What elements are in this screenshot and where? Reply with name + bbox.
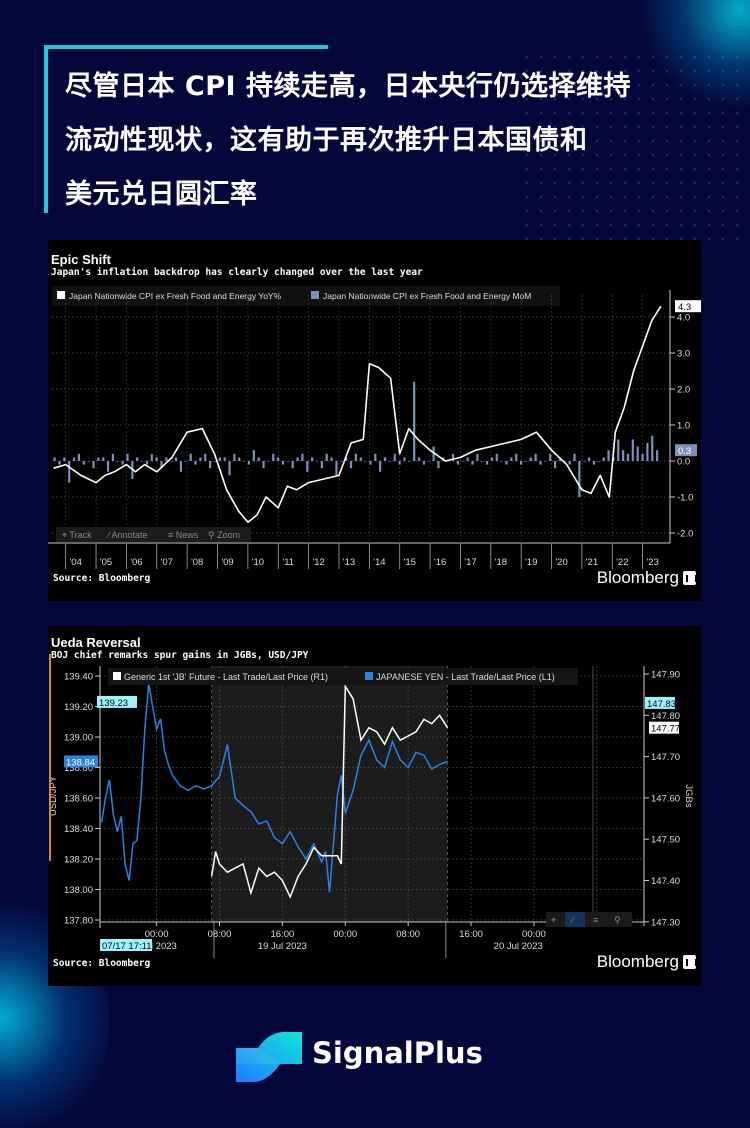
- svg-text:138.60: 138.60: [64, 794, 93, 805]
- svg-text:139.00: 139.00: [64, 733, 93, 744]
- svg-text:147.83: 147.83: [647, 699, 676, 710]
- svg-text:147.80: 147.80: [651, 711, 680, 722]
- svg-text:4.3: 4.3: [678, 302, 691, 313]
- chart-source: Source: Bloomberg: [53, 958, 151, 969]
- toolbar-zoom: ⚲ Zoom: [208, 530, 240, 540]
- svg-text:147.90: 147.90: [651, 670, 680, 681]
- chart-source: Source: Bloomberg: [53, 573, 151, 584]
- svg-text:0.0: 0.0: [677, 457, 690, 468]
- svg-text:'17: '17: [464, 557, 476, 568]
- svg-text:'07: '07: [161, 557, 173, 568]
- svg-text:⌖: ⌖: [551, 915, 556, 925]
- toolbar-news: ≡ News: [168, 530, 199, 540]
- svg-text:147.40: 147.40: [651, 876, 680, 887]
- svg-text:147.60: 147.60: [651, 793, 680, 804]
- background-dot-pattern: [520, 50, 750, 250]
- headline: 尽管日本 CPI 持续走高，日本央行仍选择维持 流动性现状，这有助于再次推升日本…: [44, 45, 724, 213]
- svg-text:139.40: 139.40: [64, 672, 93, 683]
- svg-text:147.30: 147.30: [651, 917, 680, 928]
- svg-text:Jul 2023: Jul 2023: [141, 941, 177, 952]
- svg-text:00:00: 00:00: [145, 929, 169, 940]
- legend-yoy: Japan Nationwide CPI ex Fresh Food and E…: [69, 291, 282, 301]
- chart-ueda-reversal: Ueda Reversal BOJ chief remarks spur gai…: [48, 626, 701, 986]
- svg-text:139.20: 139.20: [64, 702, 93, 713]
- svg-text:'15: '15: [404, 557, 416, 568]
- svg-text:USD/JPY: USD/JPY: [48, 775, 59, 816]
- bloomberg-logo: Bloomberg: [596, 952, 679, 971]
- svg-text:139.23: 139.23: [99, 698, 128, 709]
- svg-text:'16: '16: [434, 557, 446, 568]
- svg-text:∕: ∕: [570, 915, 575, 925]
- svg-text:00:00: 00:00: [522, 929, 546, 940]
- svg-text:19 Jul 2023: 19 Jul 2023: [258, 941, 307, 952]
- svg-text:'08: '08: [191, 557, 203, 568]
- chart-subtitle: BOJ chief remarks spur gains in JGBs, US…: [51, 650, 309, 661]
- svg-text:4.0: 4.0: [677, 313, 690, 324]
- legend-mom: Japan Nationwide CPI ex Fresh Food and E…: [323, 291, 531, 301]
- signalplus-logo-icon: [236, 1032, 302, 1082]
- svg-text:'21: '21: [586, 557, 598, 568]
- svg-text:16:00: 16:00: [270, 929, 294, 940]
- svg-text:'18: '18: [495, 557, 507, 568]
- svg-text:07/17 17:11: 07/17 17:11: [102, 941, 151, 952]
- svg-text:'06: '06: [130, 557, 142, 568]
- chart-title: Epic Shift: [51, 252, 111, 267]
- svg-text:'09: '09: [221, 557, 233, 568]
- svg-text:'20: '20: [555, 557, 567, 568]
- bloomberg-terminal-icon: [683, 571, 697, 585]
- svg-text:138.84: 138.84: [66, 757, 95, 768]
- bloomberg-logo: Bloomberg: [596, 568, 679, 587]
- svg-text:08:00: 08:00: [396, 929, 420, 940]
- headline-line-1: 尽管日本 CPI 持续走高，日本央行仍选择维持: [65, 71, 631, 102]
- svg-text:'04: '04: [69, 557, 81, 568]
- chart-epic-shift: Epic Shift Japan's inflation backdrop ha…: [48, 240, 701, 601]
- svg-text:'22: '22: [616, 557, 628, 568]
- svg-text:-1.0: -1.0: [677, 493, 693, 504]
- svg-text:16:00: 16:00: [459, 929, 483, 940]
- svg-text:'23: '23: [646, 557, 658, 568]
- legend-jgb: Generic 1st 'JB' Future - Last Trade/Las…: [124, 672, 328, 682]
- svg-text:'13: '13: [343, 557, 355, 568]
- headline-line-3: 美元兑日圆汇率: [65, 179, 258, 210]
- bloomberg-terminal-icon: [683, 955, 697, 969]
- svg-text:JGBs: JGBs: [683, 784, 694, 807]
- svg-text:137.80: 137.80: [64, 916, 93, 927]
- svg-text:2.0: 2.0: [677, 385, 690, 396]
- svg-text:138.40: 138.40: [64, 824, 93, 835]
- svg-text:1.0: 1.0: [677, 421, 690, 432]
- svg-text:'05: '05: [100, 557, 112, 568]
- svg-text:'14: '14: [373, 557, 385, 568]
- svg-text:3.0: 3.0: [677, 349, 690, 360]
- svg-text:138.00: 138.00: [64, 885, 93, 896]
- toolbar-track: ⌖ Track: [62, 530, 92, 540]
- chart-subtitle: Japan's inflation backdrop has clearly c…: [51, 267, 423, 278]
- svg-text:⚲: ⚲: [614, 915, 621, 925]
- headline-accent-bar: [44, 45, 328, 49]
- headline-line-2: 流动性现状，这有助于再次推升日本国债和: [65, 125, 588, 156]
- svg-text:≡: ≡: [593, 915, 598, 925]
- svg-text:00:00: 00:00: [333, 929, 357, 940]
- svg-text:138.80: 138.80: [64, 763, 93, 774]
- toolbar-annotate: ∕ Annotate: [106, 530, 148, 540]
- signalplus-wordmark: SignalPlus: [312, 1036, 483, 1070]
- chart-plot: Japan Nationwide CPI ex Fresh Food and E…: [48, 286, 701, 569]
- chart-plot: 139.40 139.20 139.00 138.80 138.60 138.40 138.…: [48, 654, 694, 958]
- svg-text:-2.0: -2.0: [677, 529, 693, 540]
- svg-text:138.20: 138.20: [64, 855, 93, 866]
- svg-text:'10: '10: [252, 557, 264, 568]
- svg-text:0.3: 0.3: [678, 446, 691, 457]
- chart-title: Ueda Reversal: [51, 635, 141, 650]
- legend-yen: JAPANESE YEN - Last Trade/Last Price (L1…: [376, 672, 555, 682]
- svg-text:147.50: 147.50: [651, 835, 680, 846]
- svg-text:20 Jul 2023: 20 Jul 2023: [494, 941, 543, 952]
- svg-text:147.77: 147.77: [651, 724, 680, 735]
- svg-text:'12: '12: [312, 557, 324, 568]
- svg-text:'11: '11: [282, 557, 294, 568]
- svg-text:08:00: 08:00: [208, 929, 232, 940]
- svg-text:147.70: 147.70: [651, 752, 680, 763]
- svg-text:'19: '19: [525, 557, 537, 568]
